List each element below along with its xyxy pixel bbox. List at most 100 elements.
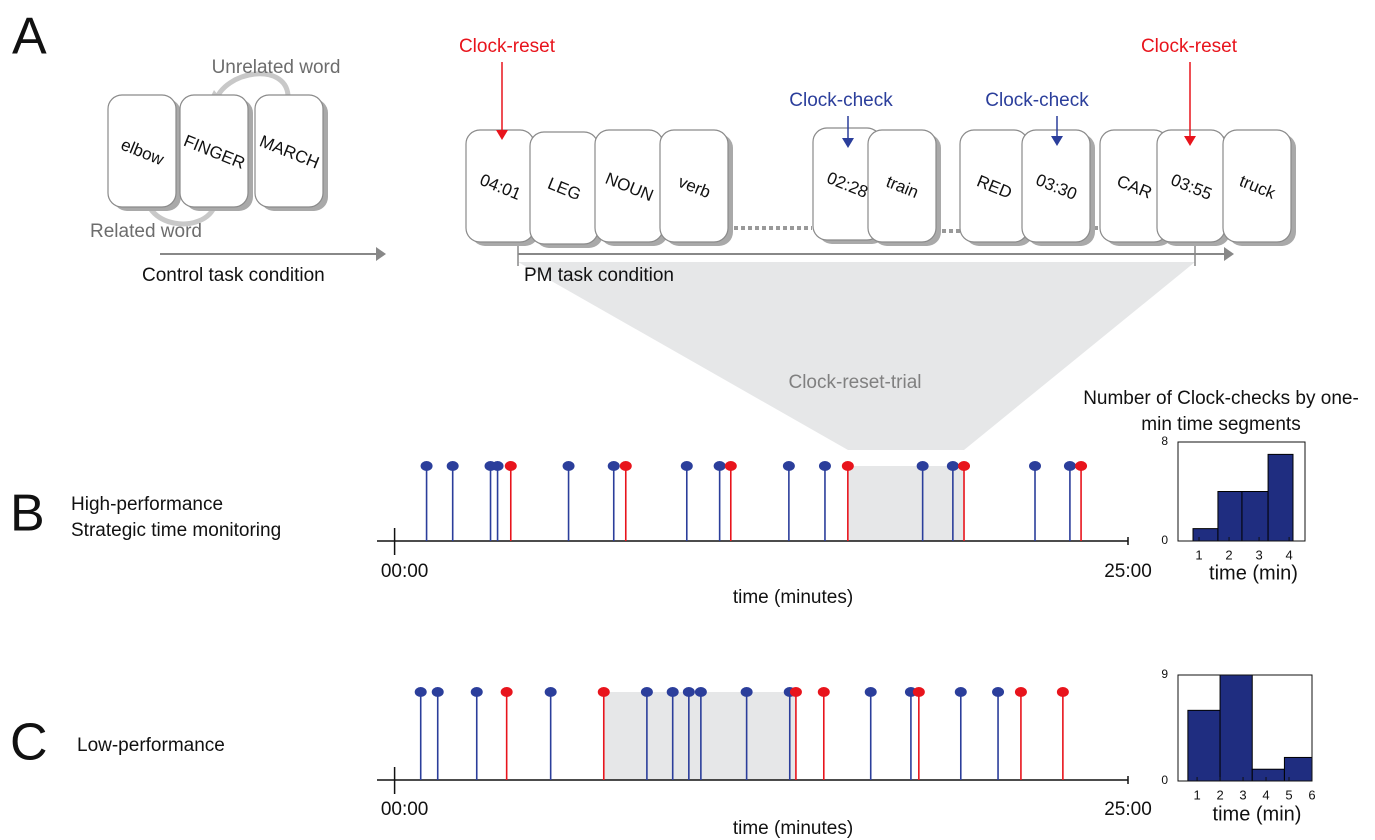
panel-label: A [12, 8, 47, 66]
stem [865, 687, 877, 780]
stem-head [620, 461, 632, 471]
x-tick-label: 1 [1195, 547, 1202, 562]
clock-reset-label: Clock-reset [1141, 36, 1238, 57]
stem-head [992, 687, 1004, 697]
y-tick-label: 9 [1161, 667, 1168, 681]
x-tick-label: 4 [1285, 547, 1292, 562]
stem [545, 687, 557, 780]
card: FINGER [180, 95, 253, 211]
histogram-title: Number of Clock-checks by one-min time s… [1076, 386, 1366, 438]
stem-head [447, 461, 459, 471]
stem [608, 461, 620, 541]
stem-head [695, 687, 707, 697]
stem-head [819, 461, 831, 471]
arrowhead [1224, 247, 1234, 261]
bar [1220, 675, 1252, 781]
x-tick-label: 00:00 [381, 561, 429, 582]
stem [905, 687, 917, 780]
panel-label: C [10, 714, 48, 772]
card: 04:01 [466, 130, 539, 246]
stem-head [1015, 687, 1027, 697]
condition-label: Control task condition [142, 265, 325, 286]
card: 03:30 [1022, 130, 1095, 246]
stem-head [492, 461, 504, 471]
stem [725, 461, 737, 541]
stem-head [955, 687, 967, 697]
stem-head [958, 461, 970, 471]
clock-check-label: Clock-check [789, 90, 893, 111]
panel-text: Strategic time monitoring [71, 520, 281, 541]
card: elbow [108, 95, 181, 211]
bar [1218, 492, 1242, 542]
stem [913, 687, 925, 780]
stem [1029, 461, 1041, 541]
stem [955, 687, 967, 780]
x-tick-label: 5 [1285, 787, 1292, 802]
stem [681, 461, 693, 541]
card: train [868, 130, 941, 246]
stem-head [947, 461, 959, 471]
trial-label: Clock-reset-trial [788, 372, 921, 393]
stem [505, 461, 517, 541]
x-tick-label: 25:00 [1104, 561, 1152, 582]
panel-text: Low-performance [77, 735, 225, 756]
annotation: Related word [90, 221, 202, 242]
stem [501, 687, 513, 780]
stem-head [505, 461, 517, 471]
x-tick-label: 1 [1193, 787, 1200, 802]
clock-reset-label: Clock-reset [459, 36, 556, 57]
stem-head [741, 687, 753, 697]
stem [471, 687, 483, 780]
stem-head [818, 687, 830, 697]
stem-head [790, 687, 802, 697]
stem [992, 687, 1004, 780]
x-tick-label: 2 [1225, 547, 1232, 562]
trial-highlight [604, 692, 796, 780]
stem-head [842, 461, 854, 471]
stem [432, 687, 444, 780]
stem [485, 461, 497, 541]
stem [1015, 687, 1027, 780]
stem-head [641, 687, 653, 697]
stem [783, 461, 795, 541]
stem [1057, 687, 1069, 780]
x-axis-label: time (min) [1213, 803, 1302, 825]
stem-head [1057, 687, 1069, 697]
x-axis-label: time (min) [1209, 562, 1298, 584]
card: NOUN [595, 130, 668, 246]
stem [714, 461, 726, 541]
x-axis-label: time (minutes) [733, 587, 853, 608]
stem-head [1029, 461, 1041, 471]
x-tick-label: 3 [1239, 787, 1246, 802]
stem [415, 687, 427, 780]
stem-head [913, 687, 925, 697]
stem-head [865, 687, 877, 697]
stem [620, 461, 632, 541]
x-tick-label: 6 [1308, 787, 1315, 802]
stem-head [563, 461, 575, 471]
stem-head [714, 461, 726, 471]
stem-head [1075, 461, 1087, 471]
card: 03:55 [1157, 130, 1230, 246]
stem-head [1064, 461, 1076, 471]
stem-head [683, 687, 695, 697]
stem-head [608, 461, 620, 471]
stem-head [421, 461, 433, 471]
card: MARCH [255, 95, 328, 211]
stem-head [598, 687, 610, 697]
stem [1064, 461, 1076, 541]
stem-head [501, 687, 513, 697]
bar [1268, 454, 1293, 541]
bar [1242, 492, 1268, 542]
panel-label: B [10, 485, 45, 543]
stem [818, 687, 830, 780]
card: verb [660, 130, 733, 246]
stem-head [667, 687, 679, 697]
x-tick-label: 2 [1216, 787, 1223, 802]
stem [819, 461, 831, 541]
card: LEG [530, 132, 603, 248]
stem-head [917, 461, 929, 471]
bar [1252, 769, 1284, 781]
